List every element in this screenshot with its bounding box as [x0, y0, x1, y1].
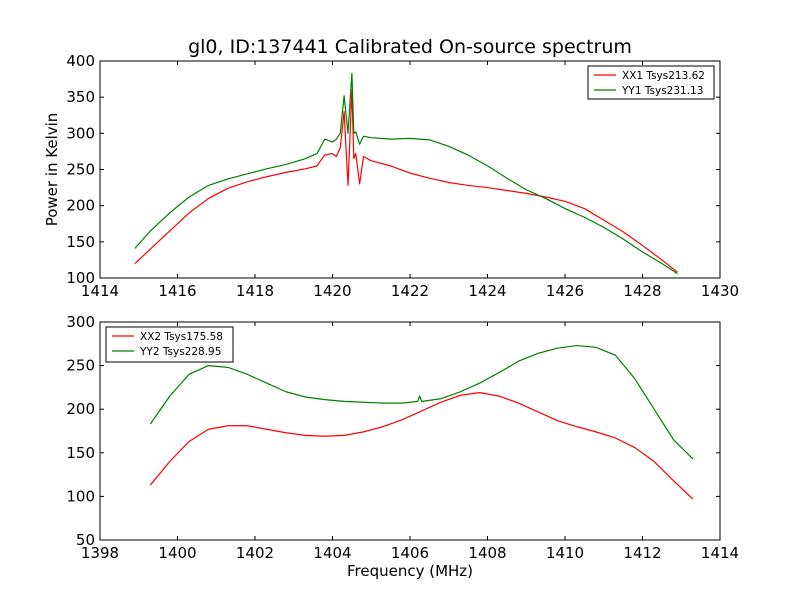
y-tick-label-1-4: 250 — [66, 357, 95, 375]
x-tick-label-1-1: 1400 — [158, 544, 196, 562]
x-tick-label-1-4: 1406 — [391, 544, 429, 562]
y-tick-label-0-3: 250 — [66, 161, 95, 179]
legend-label-1-0: XX2 Tsys175.58 — [140, 331, 223, 343]
legend-1: XX2 Tsys175.58 YY2 Tsys228.95 — [105, 326, 234, 363]
x-tick-label-0-0: 1414 — [81, 282, 119, 300]
series-line-0-1 — [134, 72, 678, 275]
series-line-1-0 — [149, 392, 694, 500]
x-tick-label-0-4: 1422 — [391, 282, 429, 300]
x-tick-label-1-2: 1402 — [236, 544, 274, 562]
x-tick-label-1-5: 1408 — [468, 544, 506, 562]
legend-box-1 — [105, 326, 234, 363]
x-tick-label-1-8: 1414 — [701, 544, 739, 562]
x-tick-label-0-5: 1424 — [468, 282, 506, 300]
bottom-spectrum-plot: 1398 1400 1402 1404 1406 1408 1410 1412 1414 50 10… — [66, 313, 739, 580]
legend-label-0-1: YY1 Tsys231.13 — [621, 85, 703, 97]
y-tick-label-0-1: 150 — [66, 233, 95, 251]
series-line-0-0 — [134, 89, 678, 273]
x-tick-label-0-2: 1418 — [236, 282, 274, 300]
y-tick-label-0-0: 100 — [66, 269, 95, 287]
x-tick-label-0-6: 1426 — [546, 282, 584, 300]
y-tick-label-1-5: 300 — [66, 313, 95, 331]
legend-label-1-1: YY2 Tsys228.95 — [139, 346, 221, 358]
y-axis-label-0: Power in Kelvin — [43, 113, 61, 227]
legend-box-0 — [587, 65, 715, 100]
y-tick-label-1-1: 100 — [66, 487, 95, 505]
y-tick-label-1-3: 200 — [66, 400, 95, 418]
y-tick-label-1-0: 50 — [76, 531, 95, 549]
x-tick-label-0-1: 1416 — [158, 282, 196, 300]
x-axis-label-1: Frequency (MHz) — [347, 562, 473, 580]
y-tick-label-0-6: 400 — [66, 52, 95, 70]
y-tick-label-0-5: 350 — [66, 88, 95, 106]
legend-0: XX1 Tsys213.62 YY1 Tsys231.13 — [587, 65, 715, 100]
y-tick-label-1-2: 150 — [66, 444, 95, 462]
series-line-1-1 — [149, 344, 694, 460]
x-tick-label-1-7: 1412 — [623, 544, 661, 562]
y-tick-label-0-4: 300 — [66, 124, 95, 142]
x-tick-label-1-0: 1398 — [81, 544, 119, 562]
top-spectrum-plot: 1414 1416 1418 1420 1422 1424 1426 1428 1430 100 1… — [43, 52, 739, 300]
legend-label-0-0: XX1 Tsys213.62 — [622, 70, 705, 82]
x-tick-label-1-6: 1410 — [546, 544, 584, 562]
x-tick-label-0-3: 1420 — [313, 282, 351, 300]
y-tick-label-0-2: 200 — [66, 197, 95, 215]
chart-title: gl0, ID:137441 Calibrated On-source spec… — [188, 36, 632, 58]
x-tick-label-0-8: 1430 — [701, 282, 739, 300]
x-tick-label-1-3: 1404 — [313, 544, 351, 562]
x-tick-label-0-7: 1428 — [623, 282, 661, 300]
